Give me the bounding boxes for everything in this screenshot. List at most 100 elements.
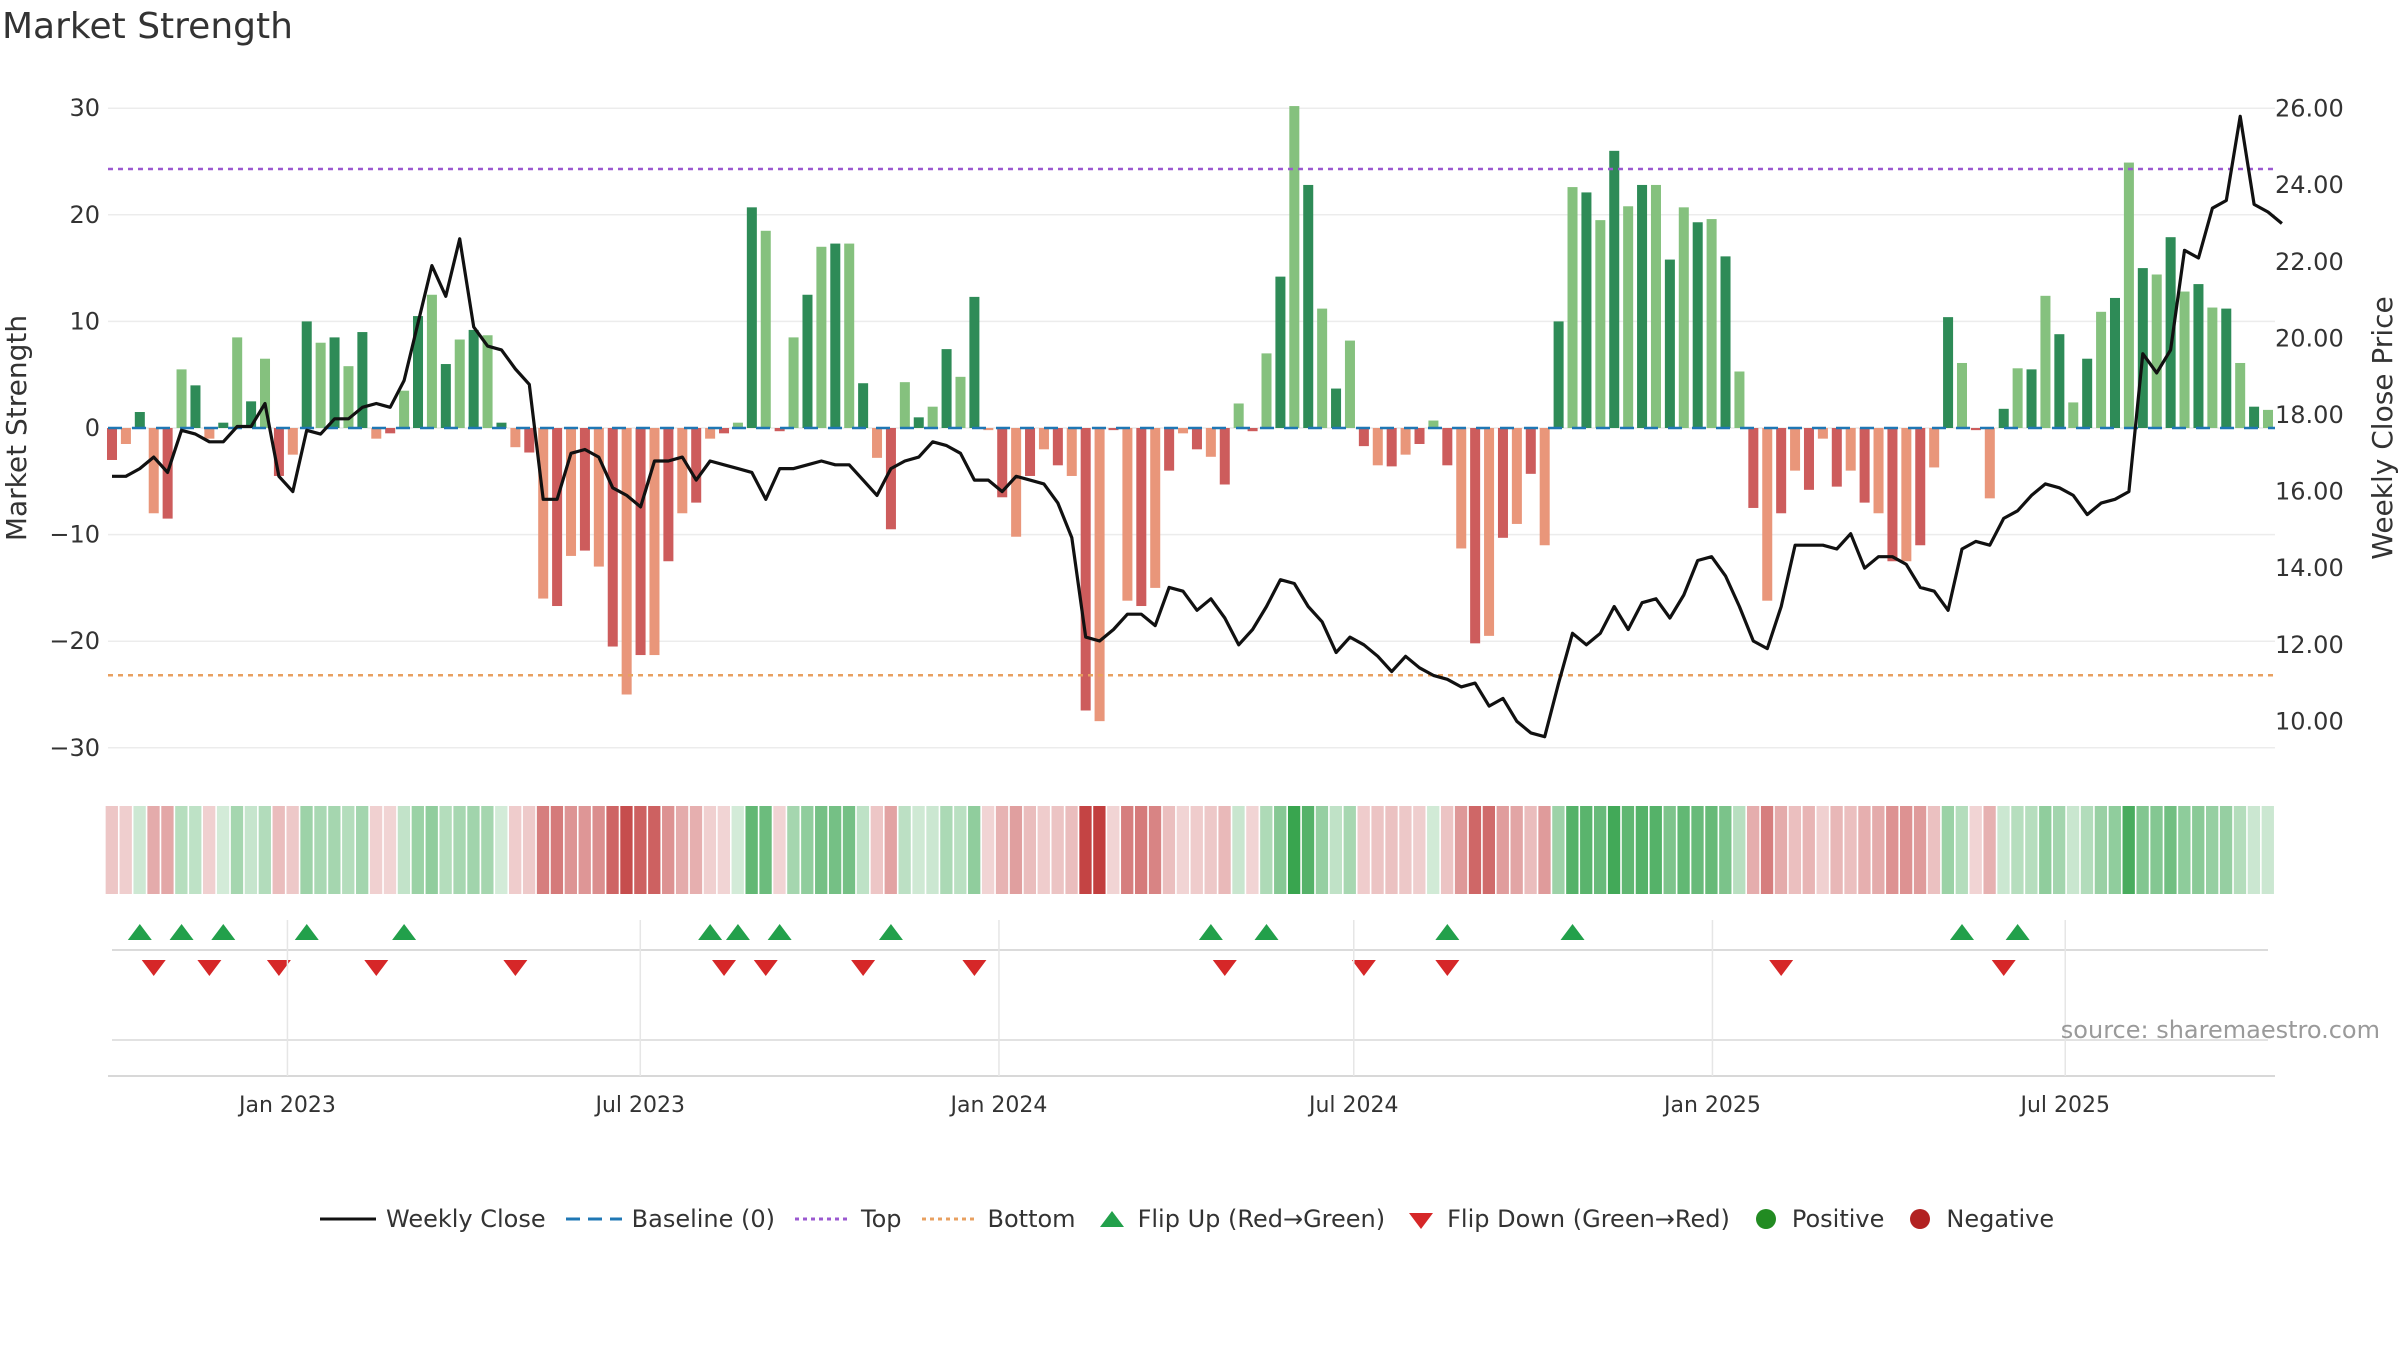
strength-bar: [148, 428, 159, 514]
heat-strip-cell: [2150, 806, 2163, 894]
strength-bar: [649, 428, 660, 656]
strength-bar: [1734, 371, 1745, 428]
strength-bar: [552, 428, 563, 607]
flip-down-marker: [753, 960, 778, 976]
weekly-close-layer: [112, 114, 2283, 739]
heat-strip-cell: [745, 806, 758, 894]
flip-up-marker: [725, 924, 750, 940]
strength-bar: [1372, 428, 1383, 466]
heat-strip-cell: [147, 806, 160, 894]
heat-strip-cell: [1176, 806, 1189, 894]
strength-bar: [858, 383, 869, 428]
strength-bar: [1873, 428, 1884, 514]
strength-bar: [2109, 297, 2121, 428]
strength-bar: [426, 294, 437, 428]
legend-item: Flip Down (Green→Red): [1405, 1205, 1730, 1233]
legend-label: Flip Down (Green→Red): [1447, 1205, 1730, 1233]
heat-strip-cell: [1983, 806, 1996, 894]
flip-up-marker: [211, 924, 236, 940]
heat-strip-cell: [286, 806, 299, 894]
reference-lines: [108, 167, 2275, 677]
strength-bar: [1984, 428, 1995, 499]
heat-strip-cell: [1677, 806, 1690, 894]
strength-bar: [760, 230, 771, 428]
x-tick-label: Jan 2023: [237, 1093, 336, 1118]
heat-strip-cell: [481, 806, 494, 894]
heat-strip-cell: [244, 806, 258, 894]
strength-bar: [983, 428, 994, 431]
heat-strip-cell: [133, 806, 146, 894]
heat-strip-cell: [634, 806, 647, 894]
strength-heat-strip: [105, 806, 2274, 894]
heat-strip-cell: [1190, 806, 1203, 894]
strength-bar: [1970, 428, 1981, 431]
heat-strip-cell: [175, 806, 188, 894]
strength-bar: [899, 382, 910, 428]
heat-strip-cell: [1287, 806, 1301, 894]
strength-bar: [579, 428, 590, 551]
heat-strip-cell: [1482, 806, 1496, 894]
heat-strip-cell: [1357, 806, 1370, 894]
heat-strip-cell: [2066, 806, 2080, 894]
heat-strip-cell: [662, 806, 675, 894]
flip-up-marker: [169, 924, 194, 940]
heat-strip-cell: [1844, 806, 1857, 894]
heat-strip-cell: [1774, 806, 1788, 894]
strength-bar: [343, 366, 354, 428]
heat-strip-cell: [620, 806, 633, 894]
heat-strip-cell: [300, 806, 313, 894]
strength-bar: [1817, 428, 1828, 439]
heat-strip-cell: [1051, 806, 1064, 894]
heat-strip-cell: [314, 806, 327, 894]
heat-strip-cell: [258, 806, 271, 894]
x-tick-label: Jul 2025: [2019, 1093, 2111, 1118]
legend-item: Positive: [1750, 1205, 1884, 1233]
strength-bar: [2193, 284, 2204, 428]
strength-bar: [997, 428, 1008, 498]
flip-down-marker: [197, 960, 222, 976]
left-tick-label: 0: [85, 414, 100, 442]
right-tick-label: 22.00: [2275, 248, 2344, 276]
x-tick-label: Jul 2024: [1307, 1093, 1399, 1118]
heat-strip-cell: [2011, 806, 2024, 894]
strength-bar: [663, 428, 674, 562]
strength-bar: [218, 422, 229, 428]
strength-bar: [872, 428, 883, 458]
strength-bar: [2207, 307, 2218, 428]
heat-strip-cell: [1079, 806, 1092, 894]
strength-bar: [259, 358, 271, 428]
strength-bar: [1317, 308, 1328, 428]
heat-strip-cell: [1635, 806, 1649, 894]
heat-strip-cell: [1538, 806, 1551, 894]
heat-strip-cell: [2261, 806, 2274, 894]
strength-bar: [2012, 368, 2023, 428]
heat-strip-cell: [1204, 806, 1217, 894]
strength-bar: [1066, 428, 1077, 476]
heat-strip-cell: [1371, 806, 1384, 894]
heat-strip-cell: [550, 806, 564, 894]
left-tick-label: 20: [69, 201, 100, 229]
strength-bar: [1191, 428, 1202, 450]
strength-bar: [2026, 369, 2037, 428]
strength-bar: [329, 337, 340, 428]
heat-strip-cell: [2247, 806, 2261, 894]
strength-bar: [621, 428, 632, 695]
strength-bar: [1915, 428, 1926, 546]
left-tick-label: −10: [49, 521, 100, 549]
heat-strip-cell: [773, 806, 786, 894]
strength-bar: [1511, 428, 1522, 524]
strength-bar: [1386, 428, 1397, 467]
flip-up-marker: [1560, 924, 1585, 940]
strength-bar: [496, 422, 507, 428]
strength-bar: [1150, 428, 1161, 588]
heat-strip-cell: [1468, 806, 1482, 894]
heat-strip-cell: [2094, 806, 2108, 894]
heat-strip-cell: [1343, 806, 1356, 894]
strength-bar: [2096, 311, 2107, 428]
strength-bar: [1720, 256, 1731, 428]
heat-strip-cell: [1872, 806, 1885, 894]
strength-bar: [1706, 219, 1717, 428]
strength-bar: [357, 332, 368, 428]
source-note: source: sharemaestro.com: [2060, 1016, 2380, 1044]
heat-strip-cell: [2164, 806, 2177, 894]
